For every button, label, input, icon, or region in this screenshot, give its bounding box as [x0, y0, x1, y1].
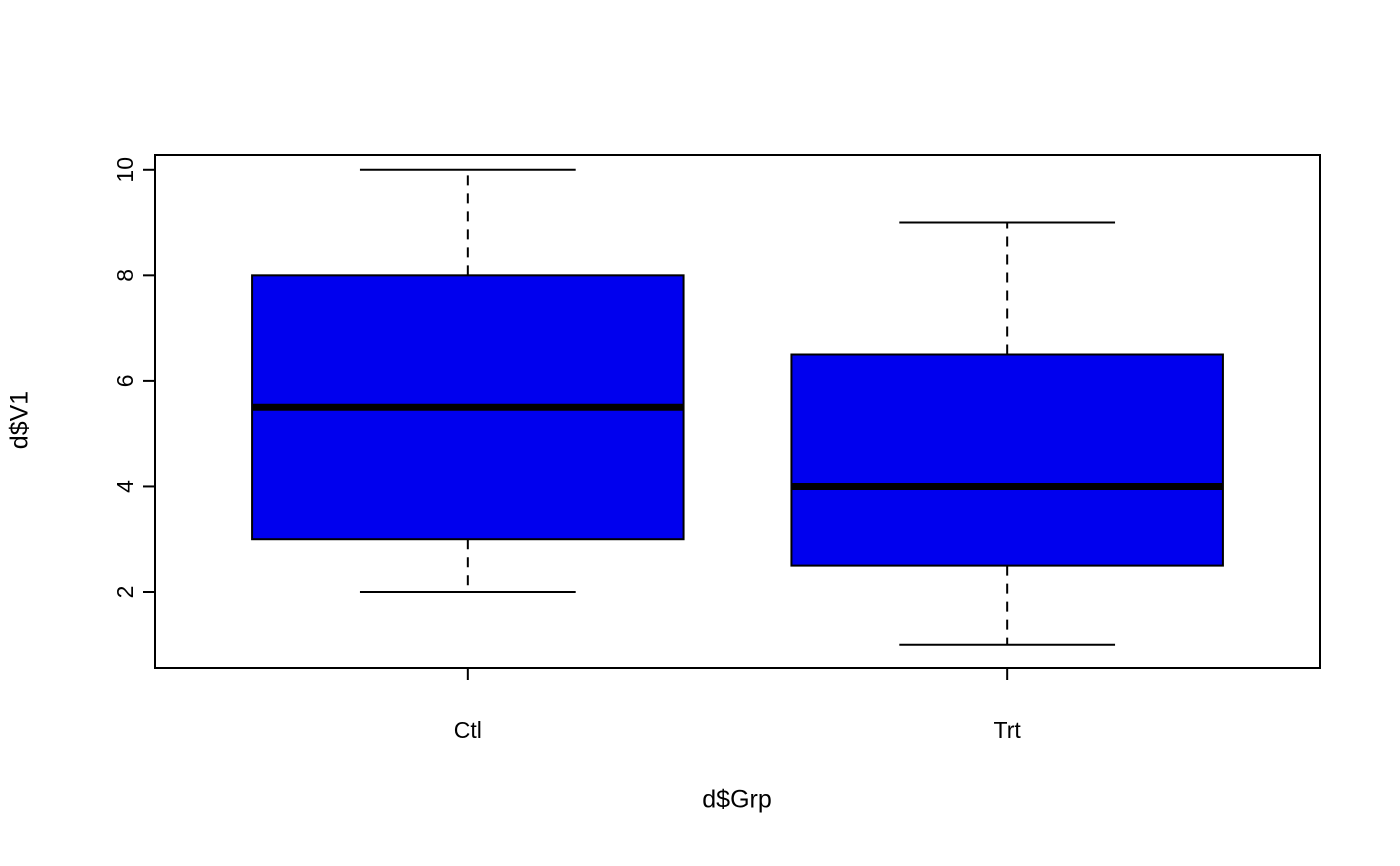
- iqr-box-Trt: [790, 353, 1224, 567]
- y-axis-label: d$V1: [5, 390, 34, 450]
- y-tick-label: 2: [112, 586, 138, 599]
- x-category-label-Ctl: Ctl: [454, 717, 482, 743]
- x-category-label-Trt: Trt: [994, 717, 1022, 743]
- x-axis-label: d$Grp: [702, 785, 772, 814]
- y-tick-label: 4: [112, 480, 138, 493]
- y-tick-label: 10: [112, 157, 138, 183]
- y-tick-label: 6: [112, 374, 138, 387]
- y-tick-label: 8: [112, 269, 138, 282]
